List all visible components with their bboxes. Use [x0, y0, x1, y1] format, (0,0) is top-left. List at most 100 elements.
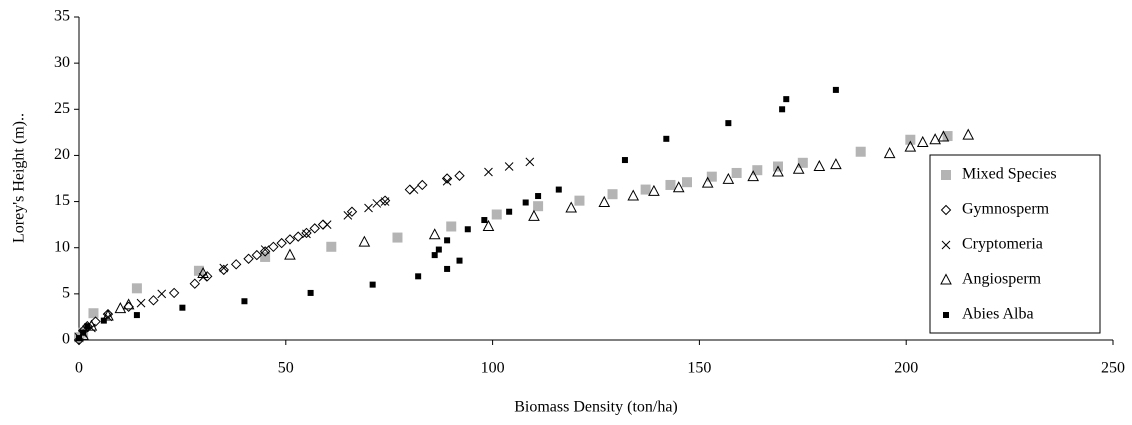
point: [525, 157, 535, 167]
x-axis-title: Biomass Density (ton/ha): [514, 399, 678, 416]
point: [904, 140, 917, 152]
point: [218, 264, 229, 276]
point: [346, 206, 358, 217]
point: [302, 229, 311, 239]
point: [832, 86, 839, 93]
point: [706, 171, 717, 182]
point: [251, 249, 263, 261]
point: [725, 120, 732, 127]
point: [90, 316, 101, 327]
point: [598, 195, 611, 207]
point: [369, 281, 376, 288]
point: [491, 209, 502, 220]
legend-marker: [940, 204, 952, 216]
point: [484, 167, 493, 177]
point: [88, 308, 99, 319]
y-tick-label: 15: [54, 192, 70, 209]
point: [444, 237, 451, 244]
point: [260, 245, 270, 254]
point: [464, 226, 471, 233]
point: [102, 308, 114, 320]
point: [830, 158, 842, 170]
point: [259, 246, 271, 257]
point: [114, 302, 127, 314]
point: [326, 241, 337, 252]
point: [307, 289, 314, 296]
point: [916, 135, 929, 148]
point: [665, 179, 676, 190]
x-tick-label: 200: [894, 360, 918, 377]
point: [792, 162, 805, 174]
point: [681, 177, 692, 188]
point: [506, 208, 513, 215]
point: [528, 209, 540, 221]
point: [441, 173, 453, 184]
point: [179, 304, 186, 311]
x-tick-label: 250: [1101, 360, 1125, 377]
point: [284, 234, 296, 245]
y-tick-label: 20: [54, 146, 70, 163]
point: [417, 179, 428, 191]
legend-label: Abies Alba: [962, 306, 1034, 323]
point: [404, 184, 416, 195]
point: [937, 130, 950, 142]
point: [535, 193, 542, 200]
point: [962, 128, 975, 140]
point: [607, 189, 618, 200]
point: [80, 329, 87, 336]
y-tick-label: 0: [62, 331, 70, 348]
point: [148, 295, 159, 306]
point: [301, 227, 312, 239]
point: [276, 237, 287, 249]
x-tick-label: 100: [481, 360, 505, 377]
point: [648, 184, 660, 196]
point: [379, 195, 391, 206]
point: [131, 283, 142, 294]
point: [779, 106, 786, 113]
legend-label: Angiosperm: [962, 271, 1042, 288]
point: [701, 176, 714, 188]
point: [905, 134, 916, 145]
legend-marker: [941, 240, 951, 250]
point: [883, 147, 896, 159]
y-tick-label: 30: [54, 54, 70, 71]
point: [243, 253, 254, 264]
point: [230, 259, 242, 270]
point: [504, 162, 514, 171]
point: [260, 251, 271, 262]
y-tick-label: 25: [54, 100, 70, 117]
point: [123, 301, 134, 312]
point: [189, 278, 201, 289]
point: [193, 265, 204, 276]
point: [444, 265, 451, 272]
point: [122, 298, 135, 310]
point: [372, 199, 382, 208]
point: [392, 232, 403, 243]
point: [481, 217, 488, 224]
legend-label: Mixed Species: [962, 166, 1057, 183]
point: [76, 335, 82, 342]
point: [293, 231, 304, 242]
point: [797, 157, 808, 168]
x-tick-label: 0: [75, 360, 83, 377]
y-tick-label: 35: [54, 8, 70, 25]
point: [268, 241, 279, 252]
point: [627, 189, 640, 201]
point: [435, 246, 442, 253]
legend-marker: [940, 273, 952, 285]
point: [317, 219, 329, 230]
point: [731, 167, 742, 178]
point: [322, 220, 332, 229]
point: [219, 263, 229, 273]
point: [364, 203, 373, 213]
point: [309, 223, 320, 234]
legend-label: Cryptomeria: [962, 236, 1043, 253]
point: [672, 181, 685, 193]
point: [747, 170, 759, 182]
point: [752, 165, 763, 176]
point: [813, 159, 826, 172]
point: [133, 312, 140, 319]
point: [533, 201, 544, 212]
y-axis-title: Lorey's Height (m)..: [11, 113, 28, 243]
